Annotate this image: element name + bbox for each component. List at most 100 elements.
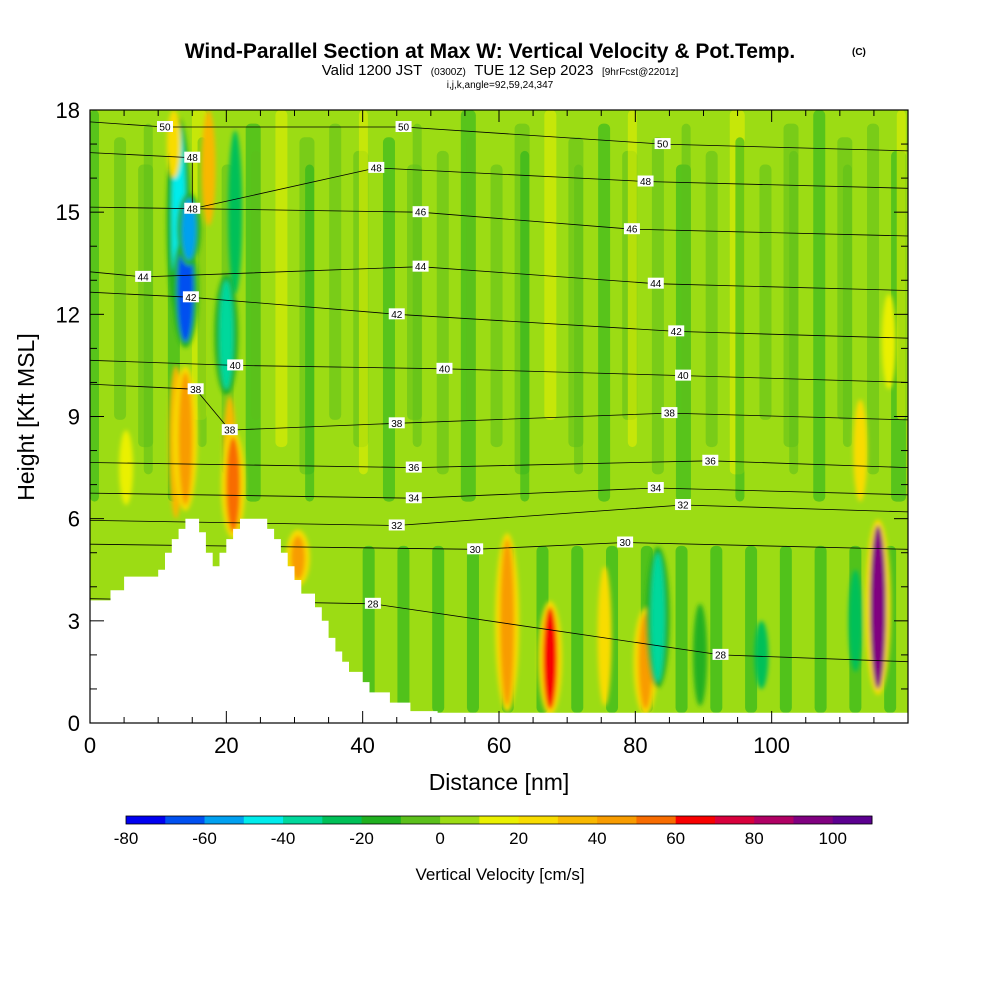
theta-contour-label: 28 xyxy=(712,648,729,661)
theta-contour-label-text: 34 xyxy=(408,494,420,505)
colorbar-swatch xyxy=(126,816,166,824)
theta-contour-label: 38 xyxy=(388,417,405,430)
velocity-band xyxy=(814,545,827,713)
y-axis-label: Height [Kft MSL] xyxy=(13,333,39,500)
velocity-band xyxy=(466,545,479,713)
colorbar-swatch xyxy=(597,816,637,824)
theta-contour-label-bg xyxy=(637,175,654,187)
theta-contour-label-text: 46 xyxy=(415,208,427,219)
velocity-band xyxy=(520,150,530,502)
velocity-band xyxy=(436,150,449,475)
velocity-feature xyxy=(693,603,708,706)
theta-contour-label-bg xyxy=(405,492,422,504)
theta-contour-label-text: 38 xyxy=(224,426,236,437)
theta-contour-label: 44 xyxy=(412,260,429,273)
colorbar-label: Vertical Velocity [cm/s] xyxy=(415,865,584,884)
velocity-feature xyxy=(650,552,665,683)
velocity-band xyxy=(143,123,153,475)
subtitle-fcst: [9hrFcst@2201z] xyxy=(602,67,679,78)
theta-contour-label-bg xyxy=(702,454,719,466)
velocity-band xyxy=(867,123,880,475)
colorbar-swatch xyxy=(165,816,206,824)
theta-contour-label-bg xyxy=(395,121,412,133)
colorbar-frame xyxy=(125,815,873,825)
colorbar-swatch xyxy=(361,816,402,824)
theta-contour-label-bg xyxy=(388,417,405,429)
theta-contour-label-text: 40 xyxy=(439,364,451,375)
velocity-band xyxy=(598,123,611,502)
velocity-feature xyxy=(500,539,515,706)
velocity-band xyxy=(412,123,422,448)
colorbar-tick-label: 60 xyxy=(666,829,685,848)
theta-contour-label-bg xyxy=(436,362,453,374)
velocity-band xyxy=(432,545,445,713)
y-tick-label: 6 xyxy=(68,507,80,532)
theta-contour-label-text: 30 xyxy=(620,538,632,549)
theta-contour-line xyxy=(90,487,908,499)
theta-contour-line xyxy=(90,383,908,431)
x-tick-label: 0 xyxy=(84,733,96,758)
colorbar-swatch xyxy=(675,816,716,824)
velocity-band xyxy=(358,110,368,475)
colorbar-tick-label: 20 xyxy=(509,829,528,848)
theta-contour-label-bg xyxy=(156,121,173,133)
theta-contour-label: 44 xyxy=(647,277,664,290)
colorbar-tick-label: 40 xyxy=(588,829,607,848)
colorbar-swatch xyxy=(793,816,834,824)
colorbar-swatch xyxy=(322,816,363,824)
velocity-feature xyxy=(181,198,196,260)
x-tick-label: 20 xyxy=(214,733,238,758)
colorbar-tick-label: -20 xyxy=(349,829,374,848)
theta-contour-label-text: 32 xyxy=(677,501,689,512)
theta-contour-label-bg xyxy=(467,543,484,555)
theta-contour-label: 48 xyxy=(368,161,385,174)
theta-contour-label-text: 38 xyxy=(664,409,676,420)
theta-contour-label-bg xyxy=(227,359,244,371)
theta-contour-label: 32 xyxy=(388,519,405,532)
colorbar-tick-label: 80 xyxy=(745,829,764,848)
theta-contour-label: 46 xyxy=(412,206,429,219)
x-tick-label: 100 xyxy=(753,733,790,758)
theta-contour-label: 30 xyxy=(467,543,484,556)
x-tick-label: 40 xyxy=(350,733,374,758)
theta-contour-label: 38 xyxy=(221,424,238,437)
velocity-feature xyxy=(228,130,243,294)
velocity-band xyxy=(544,110,557,420)
colorbar-tick-label: -80 xyxy=(114,829,139,848)
theta-contour-label: 48 xyxy=(184,151,201,164)
theta-contour-label-text: 48 xyxy=(371,163,383,174)
theta-contour-label: 38 xyxy=(187,383,204,396)
theta-contour-label-text: 50 xyxy=(398,123,410,134)
colorbar-swatch xyxy=(754,816,794,824)
theta-contour-label-text: 48 xyxy=(640,177,652,188)
velocity-band xyxy=(779,545,792,713)
theta-contour-label-bg xyxy=(661,407,678,419)
theta-contour-label: 50 xyxy=(156,121,173,134)
theta-contour-label: 32 xyxy=(675,499,692,512)
velocity-band xyxy=(710,545,723,713)
velocity-band xyxy=(305,164,315,502)
theta-contour-labels: 28 28 30 30 32 32 34 34 36 36 38 38 38 38 40 40 40 42 42 42… xyxy=(135,121,729,661)
theta-contour-label-bg xyxy=(184,151,201,163)
theta-contour-label-bg xyxy=(647,482,664,494)
y-tick-label: 15 xyxy=(56,200,80,225)
colorbar-swatch xyxy=(243,816,284,824)
velocity-band xyxy=(571,545,584,713)
colorbar-swatch xyxy=(557,816,598,824)
theta-contour-line xyxy=(90,460,908,469)
velocity-band xyxy=(251,150,261,420)
theta-contour-label-bg xyxy=(675,499,692,511)
theta-contour-label-bg xyxy=(668,325,685,337)
colorbar-swatch xyxy=(440,816,480,824)
theta-contour-label-bg xyxy=(184,202,201,214)
colorbar-tick-label: 100 xyxy=(819,829,847,848)
theta-contour-line xyxy=(90,206,908,237)
colorbar-swatch xyxy=(832,816,873,824)
theta-contour-label-bg xyxy=(187,383,204,395)
theta-contour-label-bg xyxy=(654,138,671,150)
theta-contour-label: 44 xyxy=(135,270,152,283)
theta-contour-label-bg xyxy=(623,223,640,235)
y-tick-label: 18 xyxy=(56,98,80,123)
velocity-band xyxy=(397,545,410,713)
theta-contour-label: 46 xyxy=(623,223,640,236)
